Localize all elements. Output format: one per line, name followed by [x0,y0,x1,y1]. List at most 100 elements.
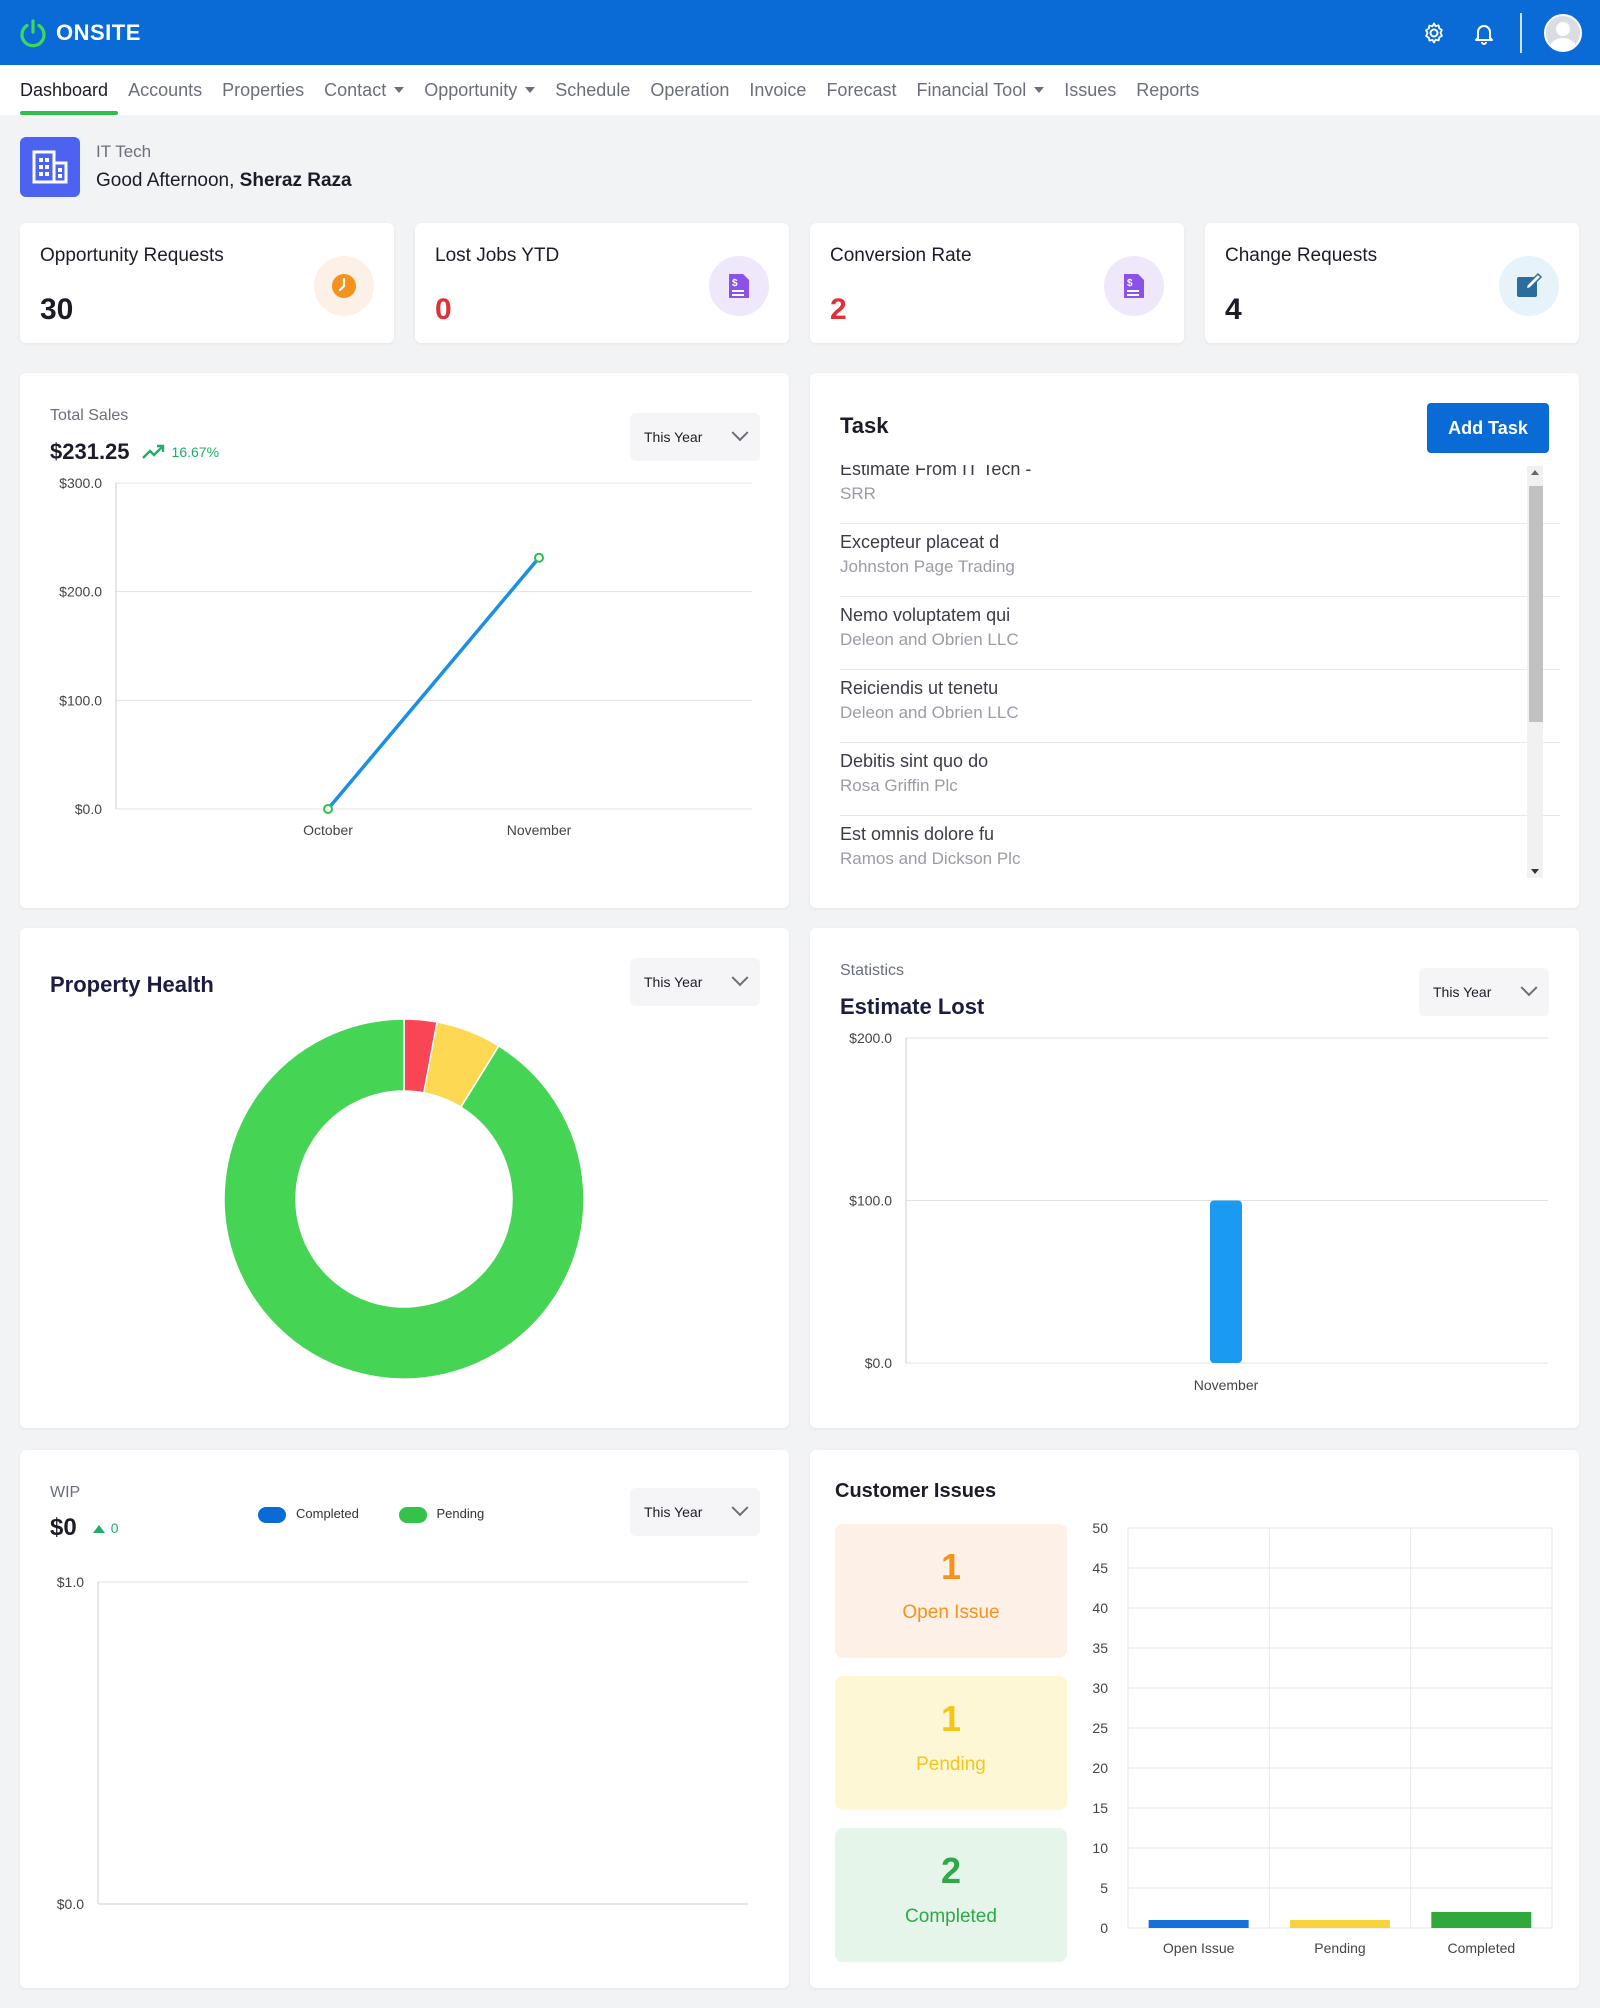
nav-properties[interactable]: Properties [212,65,314,115]
issue-label: Open Issue [902,1602,1000,1623]
task-item-title: Estimate From IT Tech - [840,465,1032,479]
period-label: This Year [644,974,703,990]
y-tick-label: 45 [1092,1560,1108,1576]
nav-invoice[interactable]: Invoice [739,65,816,115]
legend-label: Completed [296,1506,359,1521]
caret-down-icon [1034,87,1045,93]
task-item-company: Rosa Griffin Plc [840,776,958,795]
nav-label: Invoice [749,79,807,100]
svg-text:$: $ [732,278,738,289]
property-health-donut-chart [223,1018,585,1380]
scroll-thumb[interactable] [1529,486,1543,722]
task-item-company: SRR [840,484,876,503]
app-name: ONSITE [56,19,141,45]
issue-count: 1 [940,1546,962,1587]
issue-box-open[interactable]: 1 Open Issue [835,1524,1067,1658]
nav-label: Financial Tool [916,79,1027,100]
nav-forecast[interactable]: Forecast [816,65,906,115]
legend-item-pending[interactable]: Pending [398,1506,485,1523]
total-sales-period-select[interactable]: This Year [630,413,760,461]
task-item-title: Nemo voluptatem qui [840,605,1011,625]
task-item[interactable]: Debitis sint quo do Rosa Griffin Plc [840,743,1560,816]
issue-count: 1 [940,1698,962,1739]
wip-period-select[interactable]: This Year [630,1488,760,1536]
legend-label: Pending [436,1506,485,1521]
svg-text:$: $ [1127,278,1133,289]
nav-opportunity[interactable]: Opportunity [414,65,545,115]
nav-label: Operation [650,79,730,100]
y-tick-label: 10 [1092,1840,1108,1856]
wip-change-value: 0 [110,1520,119,1536]
task-item-company: Deleon and Obrien LLC [840,630,1019,649]
nav-issues[interactable]: Issues [1054,65,1126,115]
caret-down-icon [525,87,536,93]
nav-label: Reports [1136,79,1200,100]
estimate-lost-chart: $0.0 $100.0 $200.0 November [849,1030,1548,1393]
y-tick-label: 0 [1100,1920,1108,1936]
issue-label: Completed [905,1906,997,1927]
stat-title: Lost Jobs YTD [435,245,560,266]
wip-chart: $0.0 $1.0 [57,1574,748,1912]
y-tick-label: 30 [1092,1680,1108,1696]
caret-down-icon [394,87,405,93]
scroll-down-arrow-icon[interactable] [1531,869,1539,874]
nav-label: Opportunity [424,79,518,100]
issue-count: 2 [940,1850,962,1891]
task-item[interactable]: Excepteur placeat d Johnston Page Trading [840,524,1560,597]
stat-card-change-requests[interactable]: Change Requests 4 [1205,223,1579,343]
nav-reports[interactable]: Reports [1126,65,1209,115]
nav-operation[interactable]: Operation [640,65,739,115]
x-tick-label: November [1194,1377,1259,1393]
nav-label: Schedule [555,79,631,100]
settings-gear-icon[interactable] [1420,19,1448,47]
y-tick-label: 20 [1092,1760,1108,1776]
task-item[interactable]: Reiciendis ut tenetu Deleon and Obrien LL… [840,670,1560,743]
scroll-up-arrow-icon[interactable] [1531,470,1539,475]
stat-value: 30 [40,293,74,326]
legend-swatch [258,1506,286,1523]
task-item[interactable]: Est omnis dolore fu Ramos and Dickson Plc [840,816,1560,875]
customer-issues-title: Customer Issues [835,1480,997,1502]
sales-line [326,556,541,811]
estimate-lost-period-select[interactable]: This Year [1419,968,1549,1016]
wip-legend: Completed Pending [258,1506,484,1523]
nav-contact[interactable]: Contact [314,65,414,115]
top-bar: ONSITE [0,0,1600,65]
wip-card: WIP $0 0 Completed Pending This Year $0.… [20,1450,789,1988]
edit-icon [1499,256,1559,316]
invoice-document-icon: $ [709,256,769,316]
nav-accounts[interactable]: Accounts [118,65,212,115]
nav-label: Issues [1064,79,1117,100]
user-avatar[interactable] [1544,13,1582,52]
y-tick-label: $1.0 [57,1574,84,1590]
issue-box-completed[interactable]: 2 Completed [835,1828,1067,1962]
notification-bell-icon[interactable] [1470,19,1498,47]
property-health-period-select[interactable]: This Year [630,958,760,1006]
sales-point [323,804,333,814]
issue-bar [1431,1912,1532,1928]
stat-card-opportunity-requests[interactable]: Opportunity Requests 30 [20,223,394,343]
nav-financial-tool[interactable]: Financial Tool [906,65,1054,115]
stat-value: 0 [435,293,452,326]
y-tick-label: $100.0 [59,692,102,708]
app-logo[interactable]: ONSITE [18,18,141,48]
nav-dashboard[interactable]: Dashboard [20,65,119,115]
issue-label: Pending [916,1754,986,1775]
task-item[interactable]: Nemo voluptatem qui Deleon and Obrien LLC [840,597,1560,670]
period-label: This Year [1433,984,1492,1000]
period-label: This Year [644,429,703,445]
caret-up-icon [92,1525,105,1533]
sales-point [534,552,544,563]
main-nav: Dashboard Accounts Properties Contact Op… [0,65,1600,115]
task-card: Task Add Task Estimate From IT Tech - SRR… [810,373,1579,908]
nav-schedule[interactable]: Schedule [545,65,640,115]
task-item-title: Excepteur placeat d [840,532,1000,552]
task-scrollbar[interactable] [1527,466,1543,878]
task-item-company: Johnston Page Trading [840,557,1015,576]
stat-card-lost-jobs[interactable]: Lost Jobs YTD 0 $ [415,223,789,343]
issue-box-pending[interactable]: 1 Pending [835,1676,1067,1810]
add-task-button[interactable]: Add Task [1427,403,1549,453]
legend-item-completed[interactable]: Completed [258,1506,359,1523]
stat-card-conversion-rate[interactable]: Conversion Rate 2 $ [810,223,1184,343]
task-item[interactable]: Estimate From IT Tech - SRR [840,465,1560,524]
